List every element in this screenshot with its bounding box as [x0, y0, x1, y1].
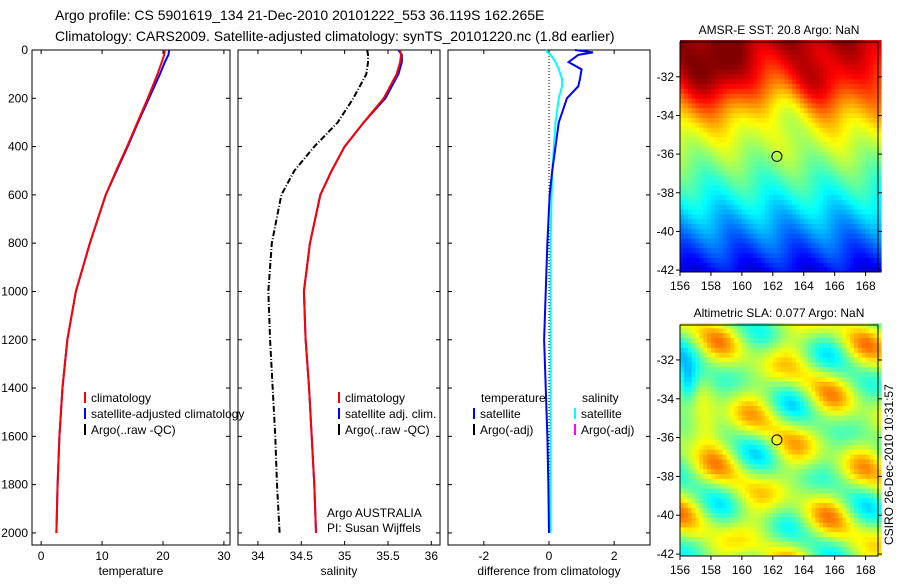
legend-swatch [473, 408, 475, 419]
altimetric-sla-map-cells [680, 323, 882, 556]
x-tick-label: 30 [217, 549, 231, 563]
legend-entry: climatology [345, 391, 405, 405]
series-satellite [56, 50, 169, 533]
y-tick-label: 1600 [1, 429, 28, 443]
y-tick-label: 1800 [1, 478, 28, 492]
y-tick-label: -34 [657, 108, 675, 122]
x-tick-label: 160 [732, 563, 752, 577]
title-line-1: Argo profile: CS 5901619_134 21-Dec-2010… [55, 7, 544, 23]
x-tick-label: 35 [338, 549, 352, 563]
annotation-argo-australia: Argo AUSTRALIA [327, 506, 422, 520]
x-tick-label: 168 [856, 563, 876, 577]
x-tick-label: 35.5 [376, 549, 400, 563]
y-tick-label: -40 [657, 224, 675, 238]
legend-entry: satellite [480, 407, 521, 421]
y-tick-label: 1000 [1, 284, 28, 298]
x-axis-label: temperature [99, 564, 164, 578]
y-tick-label: 800 [8, 236, 28, 250]
x-tick-label: 156 [670, 563, 690, 577]
legend-entry: Argo(-adj) [581, 423, 634, 437]
amsr-sst-map-title: AMSR-E SST: 20.8 Argo: NaN [699, 23, 860, 37]
y-tick-label: -38 [657, 469, 675, 483]
y-tick-label: 1200 [1, 333, 28, 347]
x-tick-label: 168 [856, 279, 876, 293]
annotation-pi: PI: Susan Wijffels [327, 521, 421, 535]
x-tick-label: 10 [95, 549, 109, 563]
series-argo [268, 50, 368, 533]
legend-entry: satellite adj. clim. [345, 407, 436, 421]
legend-swatch [574, 424, 576, 435]
x-tick-label: 36 [425, 549, 439, 563]
x-tick-label: -2 [479, 549, 490, 563]
amsr-sst-map-cells [680, 40, 882, 272]
y-tick-label: -32 [657, 70, 675, 84]
x-axis-label: difference from climatology [477, 564, 620, 578]
x-tick-label: 156 [670, 279, 690, 293]
y-tick-label: -36 [657, 431, 675, 445]
x-tick-label: 162 [763, 279, 783, 293]
x-axis-label: salinity [321, 564, 358, 578]
legend-header-salinity: salinity [582, 391, 619, 405]
x-tick-label: 164 [794, 279, 814, 293]
legend-swatch [574, 408, 576, 419]
x-tick-label: 0 [38, 549, 45, 563]
y-tick-label: -38 [657, 186, 675, 200]
legend-swatch [338, 392, 340, 403]
legend-entry: Argo(-adj) [480, 423, 533, 437]
legend-swatch [84, 392, 86, 403]
x-tick-label: 2 [611, 549, 618, 563]
x-tick-label: 166 [825, 563, 845, 577]
legend-swatch [473, 424, 475, 435]
y-tick-label: -34 [657, 392, 675, 406]
x-tick-label: 0 [546, 549, 553, 563]
legend-swatch [84, 408, 86, 419]
x-tick-label: 162 [763, 563, 783, 577]
series-climatology [56, 50, 164, 533]
legend-entry: Argo(..raw -QC) [345, 423, 430, 437]
x-tick-label: 34 [251, 549, 265, 563]
legend-entry: climatology [91, 391, 151, 405]
legend-entry: satellite-adjusted climatology [91, 407, 244, 421]
y-tick-label: 2000 [1, 526, 28, 540]
y-tick-label: -42 [657, 263, 675, 277]
x-tick-label: 158 [701, 279, 721, 293]
legend-entry: satellite [581, 407, 622, 421]
x-tick-label: 166 [825, 279, 845, 293]
title-line-2: Climatology: CARS2009. Satellite-adjuste… [55, 28, 615, 44]
series-satellite [304, 50, 402, 533]
x-tick-label: 158 [701, 563, 721, 577]
y-tick-label: -40 [657, 508, 675, 522]
y-tick-label: 200 [8, 91, 28, 105]
y-tick-label: 1400 [1, 381, 28, 395]
y-tick-label: 600 [8, 188, 28, 202]
legend-swatch [338, 408, 340, 419]
side-label: CSIRO 26-Dec-2010 10:31:57 [882, 384, 896, 545]
y-tick-label: 400 [8, 140, 28, 154]
legend-swatch [84, 424, 86, 435]
x-tick-label: 160 [732, 279, 752, 293]
altimetric-sla-map-title: Altimetric SLA: 0.077 Argo: NaN [694, 306, 865, 320]
y-tick-label: -36 [657, 147, 675, 161]
legend-header-temperature: temperature [481, 391, 546, 405]
x-tick-label: 164 [794, 563, 814, 577]
y-tick-label: -42 [657, 547, 675, 561]
legend-swatch [338, 424, 340, 435]
y-tick-label: -32 [657, 353, 675, 367]
series-climatology [304, 50, 401, 533]
x-tick-label: 20 [156, 549, 170, 563]
y-tick-label: 0 [21, 43, 28, 57]
temperature-profile-axes [32, 50, 230, 545]
legend-entry: Argo(..raw -QC) [91, 423, 176, 437]
x-tick-label: 34.5 [290, 549, 314, 563]
